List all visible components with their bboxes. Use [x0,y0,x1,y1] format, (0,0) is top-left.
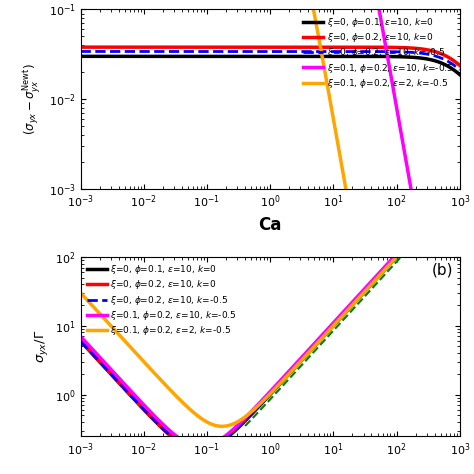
$\xi$=0, $\phi$=0.1, $\varepsilon$=10, $k$=0 [457,185,463,191]
X-axis label: Ca: Ca [258,216,282,234]
$\xi$=0, $\phi$=0.1, $\varepsilon$=10, $k$=0 [449,66,455,72]
$\xi$=0, $\phi$=0.2, $\varepsilon$=10, $k$=-0.5 [409,49,414,55]
Legend: $\xi$=0, $\phi$=0.1, $\varepsilon$=10, $k$=0, $\xi$=0, $\phi$=0.2, $\varepsilon$: $\xi$=0, $\phi$=0.1, $\varepsilon$=10, $… [301,14,455,91]
$\xi$=0.1, $\phi$=0.2, $\varepsilon$=2, $k$=-0.5 [348,213,354,219]
$\xi$=0.1, $\phi$=0.2, $\varepsilon$=10, $k$=-0.5 [448,414,454,419]
$\xi$=0.1, $\phi$=0.2, $\varepsilon$=2, $k$=-0.5 [352,235,357,241]
$\xi$=0.1, $\phi$=0.2, $\varepsilon$=2, $k$=-0.5 [375,368,381,374]
$\xi$=0, $\phi$=0.2, $\varepsilon$=10, $k$=0 [144,409,149,415]
$\xi$=0.1, $\phi$=0.2, $\varepsilon$=10, $k$=-0.5 [198,444,204,449]
$\xi$=0, $\phi$=0.2, $\varepsilon$=10, $k$=0 [78,44,83,50]
$\xi$=0, $\phi$=0.2, $\varepsilon$=10, $k$=-0.5 [457,184,463,190]
$\xi$=0, $\phi$=0.2, $\varepsilon$=10, $k$=-0.5 [409,237,414,243]
$\xi$=0, $\phi$=0.2, $\varepsilon$=10, $k$=-0.5 [223,49,229,55]
$\xi$=0, $\phi$=0.1, $\varepsilon$=10, $k$=0 [144,409,149,415]
$\xi$=0, $\phi$=0.2, $\varepsilon$=10, $k$=0 [196,447,202,453]
$\xi$=0.1, $\phi$=0.2, $\varepsilon$=2, $k$=-0.5 [240,416,246,421]
$\xi$=0.1, $\phi$=0.2, $\varepsilon$=2, $k$=-0.5 [121,337,127,343]
$\xi$=0.1, $\phi$=0.2, $\varepsilon$=2, $k$=-0.5 [78,290,83,296]
$\xi$=0.1, $\phi$=0.2, $\varepsilon$=10, $k$=-0.5 [144,405,149,410]
$\xi$=0, $\phi$=0.2, $\varepsilon$=10, $k$=-0.5 [450,192,456,198]
$\xi$=0, $\phi$=0.1, $\varepsilon$=10, $k$=0 [78,54,83,59]
$\xi$=0, $\phi$=0.2, $\varepsilon$=10, $k$=-0.5 [449,61,455,67]
$\xi$=0, $\phi$=0.2, $\varepsilon$=10, $k$=-0.5 [240,420,246,426]
$\xi$=0.1, $\phi$=0.2, $\varepsilon$=10, $k$=-0.5 [386,62,392,67]
Legend: $\xi$=0, $\phi$=0.1, $\varepsilon$=10, $k$=0, $\xi$=0, $\phi$=0.2, $\varepsilon$: $\xi$=0, $\phi$=0.1, $\varepsilon$=10, $… [85,261,239,339]
Y-axis label: $(\sigma_{yx} - \sigma_{yx}^{\mathrm{Newt}})$: $(\sigma_{yx} - \sigma_{yx}^{\mathrm{New… [21,63,43,135]
$\xi$=0.1, $\phi$=0.2, $\varepsilon$=10, $k$=-0.5 [442,376,447,382]
$\xi$=0, $\phi$=0.2, $\varepsilon$=10, $k$=0 [121,385,127,391]
Text: (b): (b) [431,262,453,277]
$\xi$=0, $\phi$=0.1, $\varepsilon$=10, $k$=0 [240,420,246,426]
$\xi$=0.1, $\phi$=0.2, $\varepsilon$=10, $k$=-0.5 [409,235,414,240]
$\xi$=0, $\phi$=0.1, $\varepsilon$=10, $k$=0 [450,193,456,199]
$\xi$=0, $\phi$=0.2, $\varepsilon$=10, $k$=0 [223,44,229,50]
$\xi$=0, $\phi$=0.1, $\varepsilon$=10, $k$=0 [457,72,463,77]
$\xi$=0, $\phi$=0.2, $\varepsilon$=10, $k$=-0.5 [197,447,202,453]
$\xi$=0, $\phi$=0.1, $\varepsilon$=10, $k$=0 [197,447,203,453]
Y-axis label: $\sigma_{yx} / \Gamma$: $\sigma_{yx} / \Gamma$ [33,330,49,363]
$\xi$=0, $\phi$=0.2, $\varepsilon$=10, $k$=0 [239,44,245,50]
$\xi$=0.1, $\phi$=0.2, $\varepsilon$=10, $k$=-0.5 [240,418,246,423]
$\xi$=0, $\phi$=0.2, $\varepsilon$=10, $k$=0 [450,191,456,197]
$\xi$=0, $\phi$=0.1, $\varepsilon$=10, $k$=0 [239,54,245,59]
$\xi$=0.1, $\phi$=0.2, $\varepsilon$=2, $k$=-0.5 [450,193,456,199]
$\xi$=0, $\phi$=0.2, $\varepsilon$=10, $k$=0 [409,236,414,242]
$\xi$=0, $\phi$=0.1, $\varepsilon$=10, $k$=0 [409,237,414,243]
$\xi$=0.1, $\phi$=0.2, $\varepsilon$=10, $k$=-0.5 [457,182,463,188]
$\xi$=0, $\phi$=0.2, $\varepsilon$=10, $k$=-0.5 [78,338,83,344]
$\xi$=0.1, $\phi$=0.2, $\varepsilon$=2, $k$=-0.5 [223,423,229,429]
$\xi$=0, $\phi$=0.1, $\varepsilon$=10, $k$=0 [409,55,414,60]
Line: $\xi$=0, $\phi$=0.2, $\varepsilon$=10, $k$=0: $\xi$=0, $\phi$=0.2, $\varepsilon$=10, $… [81,186,460,450]
$\xi$=0, $\phi$=0.1, $\varepsilon$=10, $k$=0 [223,54,229,59]
$\xi$=0, $\phi$=0.2, $\varepsilon$=10, $k$=-0.5 [223,435,229,441]
$\xi$=0.1, $\phi$=0.2, $\varepsilon$=2, $k$=-0.5 [409,237,414,243]
$\xi$=0, $\phi$=0.2, $\varepsilon$=10, $k$=0 [223,434,229,440]
Line: $\xi$=0.1, $\phi$=0.2, $\varepsilon$=10, $k$=-0.5: $\xi$=0.1, $\phi$=0.2, $\varepsilon$=10,… [81,185,460,447]
$\xi$=0, $\phi$=0.2, $\varepsilon$=10, $k$=0 [78,338,83,344]
Line: $\xi$=0, $\phi$=0.1, $\varepsilon$=10, $k$=0: $\xi$=0, $\phi$=0.1, $\varepsilon$=10, $… [81,56,460,74]
$\xi$=0, $\phi$=0.1, $\varepsilon$=10, $k$=0 [144,54,149,59]
$\xi$=0, $\phi$=0.2, $\varepsilon$=10, $k$=-0.5 [121,49,127,55]
$\xi$=0, $\phi$=0.2, $\varepsilon$=10, $k$=-0.5 [121,385,127,391]
$\xi$=0.1, $\phi$=0.2, $\varepsilon$=2, $k$=-0.5 [144,362,149,367]
Line: $\xi$=0, $\phi$=0.2, $\varepsilon$=10, $k$=-0.5: $\xi$=0, $\phi$=0.2, $\varepsilon$=10, $… [81,187,460,450]
$\xi$=0, $\phi$=0.2, $\varepsilon$=10, $k$=0 [457,63,463,68]
$\xi$=0, $\phi$=0.2, $\varepsilon$=10, $k$=-0.5 [78,49,83,55]
$\xi$=0, $\phi$=0.2, $\varepsilon$=10, $k$=0 [121,44,127,50]
$\xi$=0, $\phi$=0.1, $\varepsilon$=10, $k$=0 [121,385,127,391]
Line: $\xi$=0.1, $\phi$=0.2, $\varepsilon$=2, $k$=-0.5: $\xi$=0.1, $\phi$=0.2, $\varepsilon$=2, … [270,0,460,474]
$\xi$=0, $\phi$=0.1, $\varepsilon$=10, $k$=0 [121,54,127,59]
Line: $\xi$=0, $\phi$=0.2, $\varepsilon$=10, $k$=0: $\xi$=0, $\phi$=0.2, $\varepsilon$=10, $… [81,47,460,65]
$\xi$=0.1, $\phi$=0.2, $\varepsilon$=2, $k$=-0.5 [355,255,361,260]
$\xi$=0.1, $\phi$=0.2, $\varepsilon$=10, $k$=-0.5 [450,190,456,196]
$\xi$=0.1, $\phi$=0.2, $\varepsilon$=10, $k$=-0.5 [121,381,127,386]
$\xi$=0, $\phi$=0.1, $\varepsilon$=10, $k$=0 [223,436,229,441]
$\xi$=0, $\phi$=0.2, $\varepsilon$=10, $k$=-0.5 [144,49,149,55]
$\xi$=0.1, $\phi$=0.2, $\varepsilon$=10, $k$=-0.5 [223,433,229,438]
$\xi$=0.1, $\phi$=0.2, $\varepsilon$=2, $k$=-0.5 [457,185,463,191]
Line: $\xi$=0, $\phi$=0.2, $\varepsilon$=10, $k$=-0.5: $\xi$=0, $\phi$=0.2, $\varepsilon$=10, $… [81,52,460,70]
$\xi$=0.1, $\phi$=0.2, $\varepsilon$=10, $k$=-0.5 [411,202,417,208]
$\xi$=0.1, $\phi$=0.2, $\varepsilon$=2, $k$=-0.5 [219,423,225,429]
$\xi$=0, $\phi$=0.1, $\varepsilon$=10, $k$=0 [78,338,83,344]
Line: $\xi$=0.1, $\phi$=0.2, $\varepsilon$=10, $k$=-0.5: $\xi$=0.1, $\phi$=0.2, $\varepsilon$=10,… [327,0,460,465]
$\xi$=0, $\phi$=0.2, $\varepsilon$=10, $k$=0 [144,44,149,50]
$\xi$=0, $\phi$=0.2, $\varepsilon$=10, $k$=-0.5 [457,67,463,73]
$\xi$=0.1, $\phi$=0.2, $\varepsilon$=10, $k$=-0.5 [457,463,463,468]
$\xi$=0, $\phi$=0.2, $\varepsilon$=10, $k$=0 [409,45,414,51]
$\xi$=0, $\phi$=0.2, $\varepsilon$=10, $k$=0 [449,57,455,63]
$\xi$=0.1, $\phi$=0.2, $\varepsilon$=10, $k$=-0.5 [78,334,83,339]
Line: $\xi$=0.1, $\phi$=0.2, $\varepsilon$=2, $k$=-0.5: $\xi$=0.1, $\phi$=0.2, $\varepsilon$=2, … [81,188,460,426]
Line: $\xi$=0, $\phi$=0.1, $\varepsilon$=10, $k$=0: $\xi$=0, $\phi$=0.1, $\varepsilon$=10, $… [81,188,460,450]
$\xi$=0, $\phi$=0.2, $\varepsilon$=10, $k$=-0.5 [239,49,245,55]
$\xi$=0, $\phi$=0.2, $\varepsilon$=10, $k$=0 [457,183,463,189]
$\xi$=0, $\phi$=0.2, $\varepsilon$=10, $k$=-0.5 [144,409,149,415]
$\xi$=0.1, $\phi$=0.2, $\varepsilon$=10, $k$=-0.5 [392,94,398,100]
$\xi$=0, $\phi$=0.2, $\varepsilon$=10, $k$=0 [240,419,246,425]
